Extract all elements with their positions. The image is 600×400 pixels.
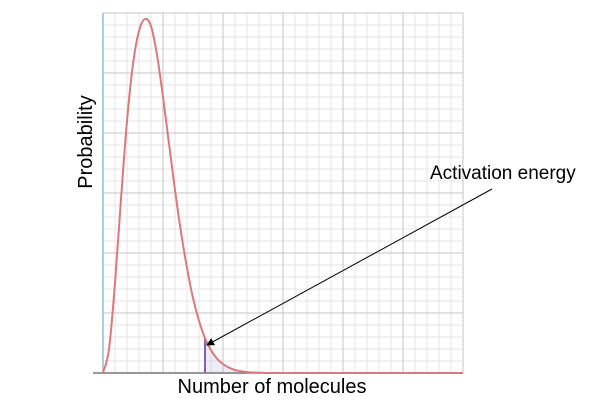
y-axis-label: Probability	[75, 95, 97, 188]
x-axis-label: Number of molecules	[178, 376, 367, 398]
annotation-activation-energy: Activation energy	[430, 163, 576, 184]
annotation-arrow	[206, 188, 493, 346]
distribution-curve	[102, 17, 464, 375]
major-grid	[102, 12, 464, 374]
activation-area	[205, 338, 268, 373]
